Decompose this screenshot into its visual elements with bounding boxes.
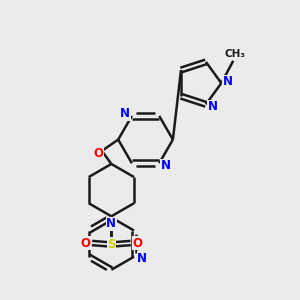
Text: N: N bbox=[120, 107, 130, 120]
Text: O: O bbox=[93, 147, 103, 161]
Text: N: N bbox=[137, 252, 147, 265]
Text: S: S bbox=[107, 238, 116, 251]
Text: N: N bbox=[223, 75, 233, 88]
Text: N: N bbox=[208, 100, 218, 113]
Text: N: N bbox=[161, 159, 171, 172]
Text: N: N bbox=[106, 217, 116, 230]
Text: CH₃: CH₃ bbox=[224, 49, 245, 59]
Text: O: O bbox=[80, 236, 91, 250]
Text: O: O bbox=[132, 236, 142, 250]
